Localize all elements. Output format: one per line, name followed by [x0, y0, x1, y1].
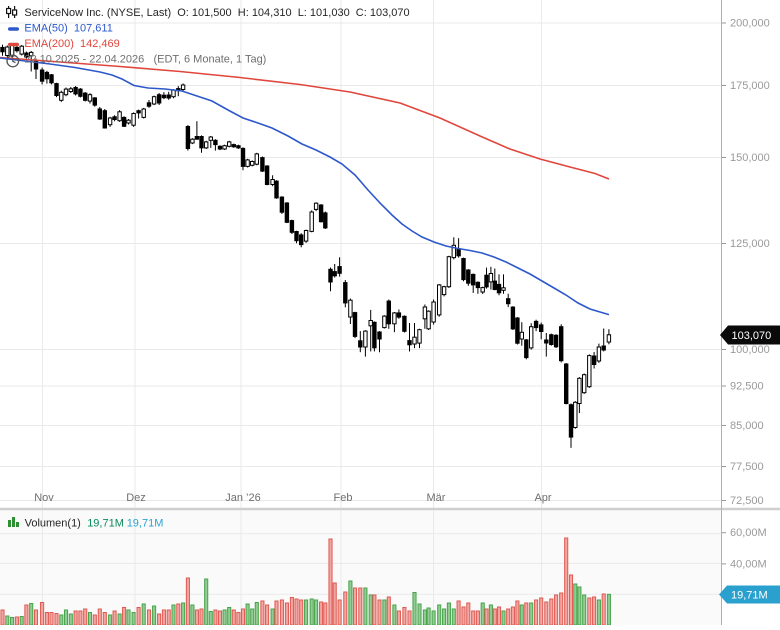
svg-text:200,000: 200,000 [730, 18, 770, 30]
svg-text:22.10.2025 - 22.04.2026 (EDT: 22.10.2025 - 22.04.2026 (EDT, 6 Monate, … [24, 54, 266, 66]
svg-text:EMA(50) 107,611: EMA(50) 107,611 [24, 23, 112, 35]
svg-text:Feb: Feb [334, 492, 353, 504]
svg-text:Nov: Nov [34, 492, 54, 504]
svg-text:92,500: 92,500 [730, 381, 764, 393]
svg-text:Apr: Apr [534, 492, 551, 504]
svg-text:175,000: 175,000 [730, 80, 770, 92]
svg-text:100,000: 100,000 [730, 344, 770, 356]
svg-text:125,000: 125,000 [730, 238, 770, 250]
svg-text:60,00M: 60,00M [730, 527, 767, 539]
svg-text:EMA(200) 142,469: EMA(200) 142,469 [24, 38, 119, 50]
svg-text:Mär: Mär [427, 492, 446, 504]
svg-text:19,71M: 19,71M [127, 518, 164, 530]
svg-text:103,070: 103,070 [732, 330, 772, 342]
svg-text:72,500: 72,500 [730, 495, 764, 507]
svg-text:19,71M: 19,71M [731, 590, 768, 602]
svg-text:150,000: 150,000 [730, 152, 770, 164]
svg-text:Volumen(1): Volumen(1) [25, 518, 81, 530]
svg-text:77,500: 77,500 [730, 461, 764, 473]
svg-text:Jan ’26: Jan ’26 [225, 492, 260, 504]
svg-text:19,71M: 19,71M [87, 518, 124, 530]
svg-text:ServiceNow Inc. (NYSE, Last): ServiceNow Inc. (NYSE, Last) O: 101,500 … [24, 7, 409, 19]
svg-text:Dez: Dez [126, 492, 146, 504]
svg-text:40,00M: 40,00M [730, 558, 767, 570]
svg-text:85,000: 85,000 [730, 420, 764, 432]
